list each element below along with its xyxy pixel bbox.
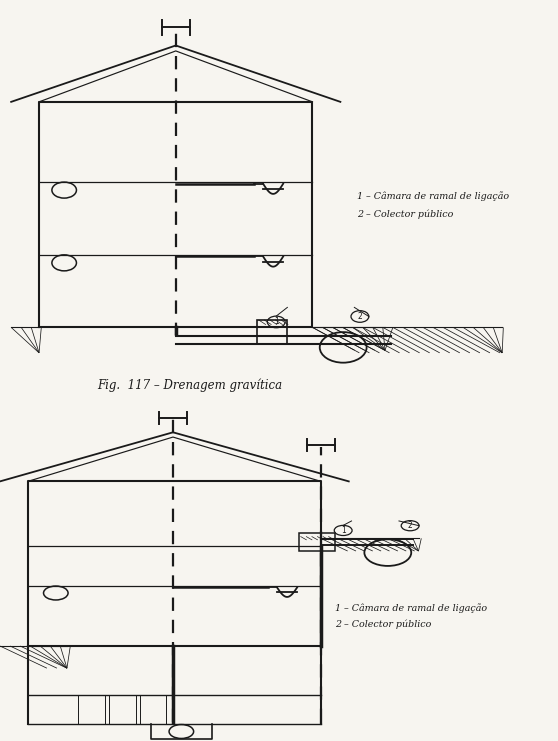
Text: 1: 1 [341, 526, 345, 535]
Text: 2 – Colector público: 2 – Colector público [335, 619, 431, 628]
Bar [299, 533, 335, 551]
Text: 1: 1 [274, 317, 278, 327]
Text: 2 – Colector público: 2 – Colector público [357, 210, 454, 219]
Text: 1 – Câmara de ramal de ligação: 1 – Câmara de ramal de ligação [335, 603, 487, 613]
Text: 1 – Câmara de ramal de ligação: 1 – Câmara de ramal de ligação [357, 191, 509, 202]
Bar [109, 695, 136, 723]
Bar [78, 695, 105, 723]
Text: Fig.  117 – Drenagem gravítica: Fig. 117 – Drenagem gravítica [97, 379, 282, 392]
Bar [257, 320, 287, 344]
Text: 2: 2 [408, 521, 412, 531]
Bar [140, 695, 166, 723]
Text: 2: 2 [358, 312, 362, 321]
